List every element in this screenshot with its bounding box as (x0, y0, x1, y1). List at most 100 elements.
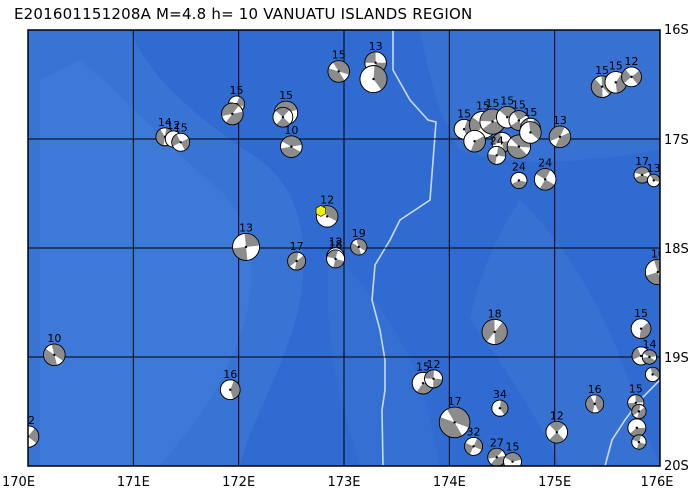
compressional-quadrant (594, 395, 604, 412)
depth-label: 15 (416, 360, 430, 373)
beachball-center (281, 116, 285, 119)
beachball-rim (491, 399, 509, 417)
focal-mechanism: 13 (232, 221, 260, 261)
beachball-center (231, 112, 234, 116)
compressional-quadrant (230, 380, 241, 400)
beachball-rim (315, 205, 339, 228)
compressional-quadrant (287, 252, 299, 267)
compressional-quadrant (631, 70, 642, 85)
depth-label: 15 (523, 106, 537, 119)
compressional-quadrant (322, 205, 338, 222)
compressional-quadrant (507, 145, 528, 159)
map-title: E201601151208A M=4.8 h= 10 VANUATU ISLAN… (14, 5, 473, 23)
compressional-quadrant (232, 246, 248, 261)
longitude-tick-label: 173E (327, 475, 360, 490)
compressional-quadrant (276, 117, 291, 128)
focal-mechanism: 10 (644, 247, 665, 285)
beachball-center (500, 141, 504, 144)
focal-mechanism: 15 (327, 49, 350, 83)
trench-line (371, 30, 437, 466)
beachball-rim (219, 379, 241, 401)
beachball-center (325, 215, 329, 218)
beachball-rim (327, 60, 350, 83)
depth-label: 17 (635, 155, 649, 168)
beachball-center (656, 270, 660, 274)
beachball-center (511, 460, 514, 463)
compressional-quadrant (499, 400, 508, 416)
compressional-quadrant (539, 179, 555, 191)
focal-mechanism (631, 434, 647, 450)
compressional-quadrant (350, 242, 362, 256)
depth-label: 13 (239, 221, 253, 234)
compressional-quadrant (221, 103, 239, 117)
beachball-center (374, 61, 377, 64)
depth-label: 13 (369, 40, 383, 53)
beachball-center (462, 127, 466, 131)
depth-label: 15 (332, 49, 346, 62)
beachball-rim (272, 106, 294, 128)
beachball-center (637, 410, 641, 413)
longitude-tick-label: 175E (538, 475, 571, 490)
focal-mechanism: 13 (647, 162, 660, 188)
compressional-quadrant (634, 174, 650, 184)
compressional-quadrant (51, 344, 66, 362)
focal-mechanism: 19 (350, 227, 368, 256)
beachball-rim (630, 318, 652, 339)
compressional-quadrant (280, 146, 301, 158)
depth-label: 27 (490, 436, 504, 449)
compressional-quadrant (327, 68, 345, 83)
depth-label: 24 (512, 160, 526, 173)
focal-mechanism: 16 (219, 368, 241, 401)
beachball-rim (510, 171, 528, 189)
focal-mechanism: 12 (621, 55, 642, 88)
beachball-center (421, 381, 425, 385)
depth-label: 12 (625, 55, 639, 68)
latitude-tick-label: 17S (664, 133, 689, 148)
compressional-quadrant (635, 394, 644, 403)
beachball-rim (350, 238, 368, 256)
beachball-rim (548, 125, 572, 149)
depth-label: 15 (512, 99, 526, 112)
compressional-quadrant (439, 417, 463, 438)
beachball-center (639, 327, 643, 330)
longitude-tick-label: 172E (222, 475, 255, 490)
beachball-center (491, 120, 494, 123)
compressional-quadrant (637, 407, 647, 419)
beachball-center (290, 145, 293, 148)
depth-label: 16 (223, 368, 237, 381)
beachball-center (334, 257, 337, 261)
compressional-quadrant (650, 174, 660, 183)
beachball-center (495, 456, 498, 459)
focal-mechanism: 17 (633, 155, 651, 184)
latitude-tick-label: 18S (664, 242, 689, 257)
depth-label: 12 (166, 119, 180, 132)
compressional-quadrant (513, 110, 528, 121)
beachball-rim (641, 349, 658, 365)
compressional-quadrant (535, 168, 551, 180)
focal-mechanism: 24 (487, 134, 507, 165)
focal-mechanism: 15 (503, 441, 522, 466)
compressional-quadrant (171, 134, 181, 147)
compressional-quadrant (225, 111, 244, 125)
focal-mechanism (645, 366, 660, 383)
beachball-rim (464, 436, 483, 456)
compressional-quadrant (28, 428, 39, 444)
longitude-tick-label: 176E (640, 475, 673, 490)
beachball-center (498, 407, 502, 410)
latitude-labels: 16S 17S 18S 19S 20S (664, 23, 689, 474)
compressional-quadrant (511, 180, 527, 189)
compressional-quadrant (654, 259, 660, 272)
beachball-center (244, 245, 248, 249)
compressional-quadrant (356, 238, 367, 252)
compressional-quadrant (629, 427, 646, 437)
depth-label: 15 (634, 307, 648, 320)
depth-label: 10 (651, 247, 665, 260)
focal-mechanism: 17 (287, 240, 307, 271)
beachball-center (53, 353, 56, 357)
depth-label: 24 (490, 134, 504, 147)
depth-label: 12 (550, 409, 564, 422)
compressional-quadrant (504, 452, 522, 462)
longitude-labels: 170E 171E 172E 173E 174E 175E 176E (2, 475, 674, 490)
beachball-center (229, 388, 232, 391)
beachball-rim (621, 66, 642, 88)
